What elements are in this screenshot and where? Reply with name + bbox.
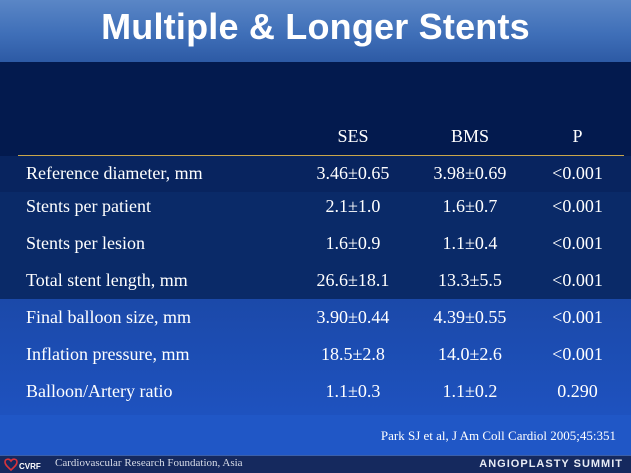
column-header-bms: BMS	[450, 126, 490, 146]
bms-value: 1.6±0.7	[442, 196, 498, 216]
p-value: <0.001	[552, 344, 603, 364]
bms-value: 14.0±2.6	[438, 344, 502, 364]
table-row: Final balloon size, mm 3.90±0.44 4.39±0.…	[0, 307, 631, 337]
table-row: Inflation pressure, mm 18.5±2.8 14.0±2.6…	[0, 344, 631, 374]
bms-value: 4.39±0.55	[433, 307, 507, 327]
ses-value: 1.6±0.9	[325, 233, 381, 253]
ses-value: 26.6±18.1	[316, 270, 390, 290]
title-bar: Multiple & Longer Stents	[0, 0, 631, 62]
cvrf-logo: CVRF	[4, 458, 41, 472]
table-row: Total stent length, mm 26.6±18.1 13.3±5.…	[0, 270, 631, 300]
row-label: Inflation pressure, mm	[26, 344, 190, 364]
ses-value: 3.90±0.44	[316, 307, 390, 327]
footer: CVRF Cardiovascular Research Foundation,…	[0, 455, 631, 473]
row-label: Balloon/Artery ratio	[26, 381, 173, 401]
citation: Park SJ et al, J Am Coll Cardiol 2005;45…	[380, 428, 616, 443]
ses-value: 18.5±2.8	[321, 344, 385, 364]
table-row: Balloon/Artery ratio 1.1±0.3 1.1±0.2 0.2…	[0, 381, 631, 411]
ses-value: 3.46±0.65	[316, 163, 390, 183]
row-label: Reference diameter, mm	[26, 163, 203, 183]
background-band	[0, 62, 631, 156]
p-value: <0.001	[552, 233, 603, 253]
table-row: Stents per patient 2.1±1.0 1.6±0.7 <0.00…	[0, 196, 631, 226]
ses-value: 1.1±0.3	[325, 381, 381, 401]
header-rule	[18, 155, 624, 156]
table-row: Reference diameter, mm 3.46±0.65 3.98±0.…	[0, 163, 631, 193]
row-label: Stents per patient	[26, 196, 151, 216]
row-label: Total stent length, mm	[26, 270, 188, 290]
bms-value: 1.1±0.4	[442, 233, 498, 253]
row-label: Final balloon size, mm	[26, 307, 191, 327]
background-band	[0, 192, 631, 299]
column-header-p: P	[572, 126, 583, 146]
column-header-ses: SES	[337, 126, 369, 146]
p-value: <0.001	[552, 270, 603, 290]
bms-value: 1.1±0.2	[442, 381, 498, 401]
ses-value: 2.1±1.0	[325, 196, 381, 216]
p-value: <0.001	[552, 196, 603, 216]
row-label: Stents per lesion	[26, 233, 145, 253]
slide-title: Multiple & Longer Stents	[101, 6, 530, 47]
heart-icon	[4, 458, 18, 472]
p-value: 0.290	[557, 381, 598, 401]
background-band	[0, 156, 631, 192]
bms-value: 3.98±0.69	[433, 163, 507, 183]
footer-organization: Cardiovascular Research Foundation, Asia	[55, 457, 243, 469]
background-band	[0, 299, 631, 415]
logo-text: CVRF	[19, 462, 41, 471]
footer-brand: ANGIOPLASTY SUMMIT	[479, 458, 623, 470]
background-band	[0, 415, 631, 455]
p-value: <0.001	[552, 163, 603, 183]
p-value: <0.001	[552, 307, 603, 327]
bms-value: 13.3±5.5	[438, 270, 502, 290]
table-row: Stents per lesion 1.6±0.9 1.1±0.4 <0.001	[0, 233, 631, 263]
